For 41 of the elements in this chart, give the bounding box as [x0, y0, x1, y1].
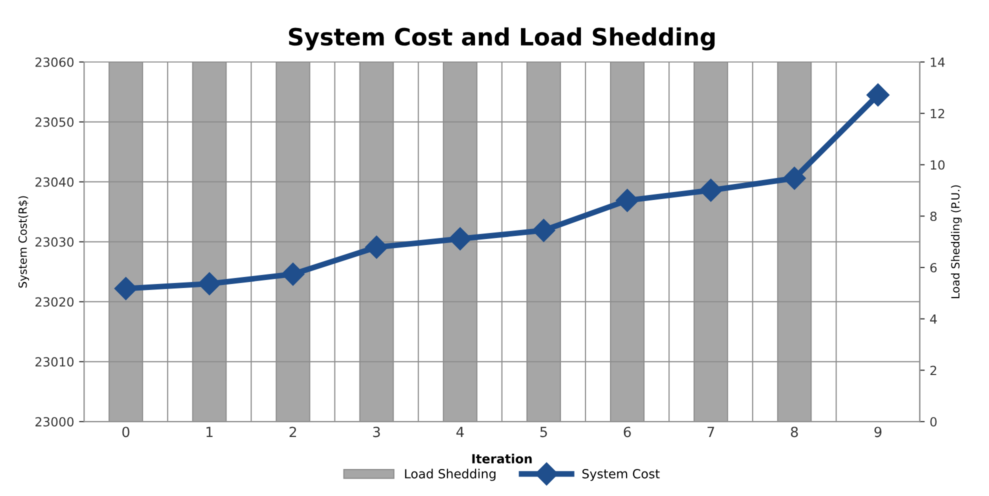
- point: [114, 277, 138, 300]
- y2-tick-label: 0: [930, 417, 937, 427]
- y2-tick-label: 6: [930, 262, 937, 272]
- y-tick-label: 23030: [35, 237, 74, 247]
- x-tick-label: 4: [456, 426, 464, 438]
- x-tick-label: 0: [122, 426, 130, 438]
- point: [532, 218, 556, 242]
- y-tick-label: 23040: [35, 177, 74, 187]
- y2-tick-label: 10: [930, 160, 945, 170]
- x-tick-label: 5: [540, 426, 547, 438]
- point: [699, 178, 722, 202]
- y2-tick-label: 8: [930, 212, 937, 222]
- y2-tick-label: 14: [930, 58, 945, 67]
- y-tick-label: 23020: [35, 297, 74, 307]
- y-tick-label: 23010: [35, 357, 74, 367]
- x-axis-title: Iteration: [472, 454, 532, 464]
- point: [782, 166, 806, 190]
- x-tick-label: 2: [290, 426, 296, 438]
- y-tick-label: 23060: [35, 57, 74, 67]
- point: [365, 236, 388, 259]
- y2-tick-label: 4: [930, 314, 937, 324]
- x-tick-label: 7: [708, 426, 714, 438]
- x-tick-label: 8: [790, 426, 798, 438]
- x-tick-label: 6: [624, 426, 631, 438]
- legend-label: Load Shedding: [405, 468, 496, 481]
- chart-title: System Cost and Load Shedding: [288, 27, 715, 50]
- legend-label: System Cost: [582, 469, 660, 481]
- y2-axis-title: Load Shedding (P.U.): [950, 185, 962, 298]
- y2-tick-label: 2: [930, 366, 936, 375]
- point: [198, 272, 221, 296]
- y2-tick-label: 12: [930, 108, 944, 118]
- x-tick-label: 9: [874, 426, 882, 438]
- point: [281, 262, 304, 286]
- point: [866, 83, 890, 106]
- y-axis-title: System Cost(R$): [18, 196, 30, 288]
- point: [616, 188, 639, 212]
- x-tick-label: 3: [373, 426, 380, 438]
- y-tick-label: 23050: [35, 117, 74, 127]
- point: [448, 227, 472, 250]
- x-tick-label: 1: [206, 426, 213, 438]
- y-tick-label: 23000: [35, 417, 74, 427]
